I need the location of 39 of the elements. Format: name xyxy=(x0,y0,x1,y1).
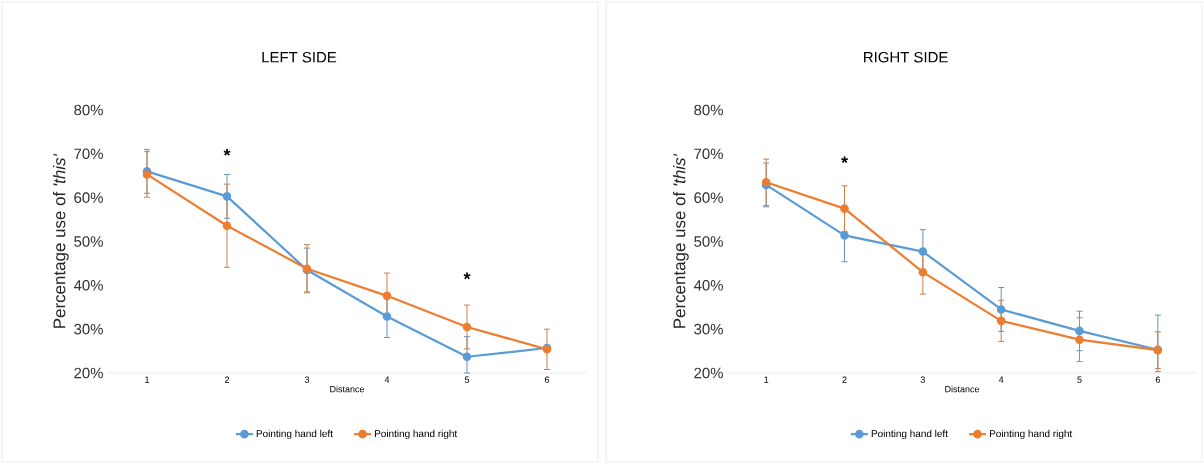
chart-title: LEFT SIDE xyxy=(262,51,337,63)
y-tick-label: 40% xyxy=(73,280,103,291)
legend-label: Pointing hand left xyxy=(256,429,333,440)
y-tick-label: 40% xyxy=(693,280,723,291)
y-tick-label: 80% xyxy=(694,104,723,116)
x-axis-title: Distance xyxy=(330,385,365,393)
y-tick-label: 30% xyxy=(694,323,723,335)
annotation: * xyxy=(463,272,471,280)
y-axis-title: Percentage use of 'this' xyxy=(52,153,69,328)
y-tick-label: 50% xyxy=(694,236,723,247)
y-tick-label: 70% xyxy=(694,148,723,160)
y-tick-label: 20% xyxy=(74,367,103,379)
y-tick-label: 60% xyxy=(694,192,723,203)
x-tick-label: 6 xyxy=(1155,376,1160,383)
x-axis-title: Distance xyxy=(945,385,980,393)
annotation: * xyxy=(841,156,848,164)
x-tick-label: 3 xyxy=(304,376,310,383)
x-tick-label: 2 xyxy=(224,376,230,383)
legend-label: Pointing hand right xyxy=(374,429,458,440)
x-tick-label: 3 xyxy=(920,376,925,383)
annotation: * xyxy=(223,148,231,156)
x-tick-label: 2 xyxy=(842,376,847,383)
legend-label: Pointing hand right xyxy=(989,429,1073,440)
legend-label: Pointing hand left xyxy=(871,429,948,440)
x-tick-label: 4 xyxy=(384,376,390,383)
y-tick-label: 60% xyxy=(74,192,103,203)
y-tick-label: 70% xyxy=(74,148,103,160)
x-tick-label: 1 xyxy=(145,376,150,383)
x-tick-label: 1 xyxy=(764,376,769,383)
x-tick-label: 5 xyxy=(1077,376,1082,383)
y-axis-title: Percentage use of 'this' xyxy=(672,153,689,328)
y-tick-label: 50% xyxy=(74,236,103,247)
y-tick-label: 80% xyxy=(74,104,103,116)
x-tick-label: 4 xyxy=(998,376,1004,383)
x-tick-label: 5 xyxy=(464,376,470,383)
y-tick-label: 20% xyxy=(694,367,723,379)
y-tick-label: 30% xyxy=(74,323,103,335)
x-tick-label: 6 xyxy=(544,376,550,383)
chart-title: RIGHT SIDE xyxy=(864,51,948,63)
